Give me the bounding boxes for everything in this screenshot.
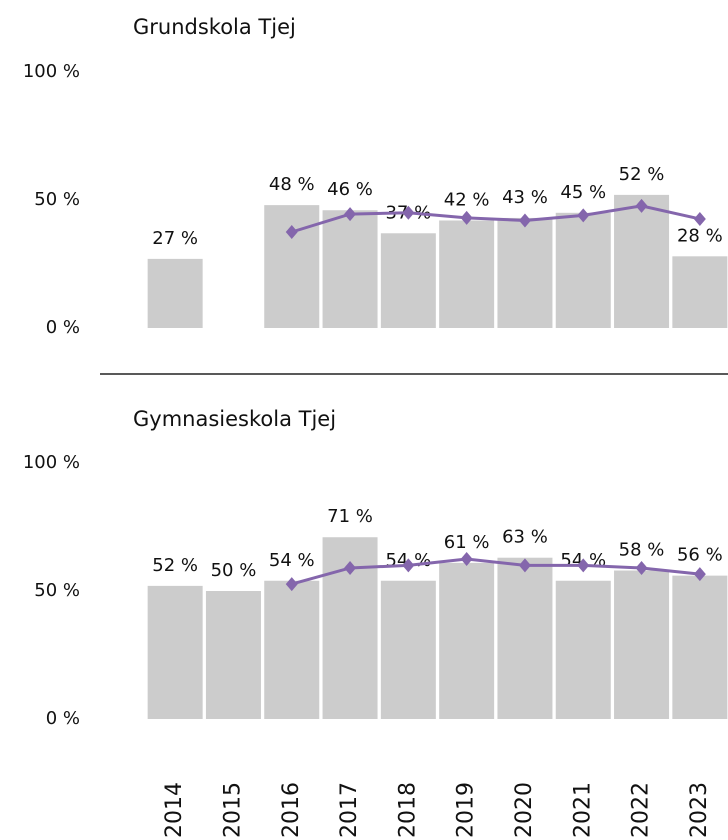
value-label: 42 % (444, 189, 490, 210)
line (291, 204, 701, 234)
x-tick-label: 2016 (279, 782, 304, 838)
y-tick-label: 100 % (23, 452, 80, 473)
x-tick-label: 2018 (395, 782, 420, 838)
y-tick-label: 50 % (34, 189, 80, 210)
bar (672, 575, 728, 719)
bar (380, 580, 436, 719)
marker (518, 213, 531, 228)
bar (147, 258, 203, 328)
bar (264, 205, 320, 328)
marker (635, 198, 648, 213)
value-label: 52 % (152, 555, 198, 576)
value-label: 71 % (327, 506, 373, 527)
bar (555, 212, 611, 328)
y-tick-label: 100 % (23, 61, 80, 82)
bar (439, 562, 495, 719)
value-label: 46 % (327, 179, 373, 200)
marker (460, 552, 473, 566)
y-tick-label: 50 % (34, 580, 80, 601)
marker (577, 558, 590, 573)
bar (497, 217, 553, 328)
value-label: 61 % (444, 532, 490, 553)
value-label: 52 % (619, 164, 665, 185)
x-tick-label: 2021 (570, 782, 595, 838)
value-label: 45 % (560, 182, 606, 203)
marker (285, 225, 298, 239)
bar (672, 256, 728, 328)
bar (555, 580, 611, 719)
value-label: 54 % (269, 550, 315, 571)
x-tick-label: 2022 (629, 782, 654, 838)
bar (205, 591, 261, 719)
value-label: 56 % (677, 545, 723, 566)
marker (285, 577, 298, 592)
bar (614, 570, 670, 719)
value-label: 58 % (619, 540, 665, 561)
x-tick-label: 2019 (454, 782, 479, 838)
bar (322, 210, 378, 328)
bar (380, 233, 436, 328)
bar (439, 220, 495, 328)
bar (497, 557, 553, 719)
value-label: 43 % (502, 187, 548, 208)
marker (635, 560, 648, 575)
value-label: 27 % (152, 228, 198, 249)
marker (344, 560, 357, 575)
x-tick-label: 2017 (337, 782, 362, 838)
chart-title: Grundskola Tjej (133, 15, 296, 39)
marker (460, 210, 473, 225)
y-tick-label: 0 % (46, 317, 80, 338)
x-tick-label: 2014 (162, 782, 187, 838)
x-tick-label: 2023 (687, 782, 712, 838)
marker (344, 207, 357, 222)
bar (147, 585, 203, 719)
marker (577, 208, 590, 223)
x-tick-label: 2015 (220, 782, 245, 838)
value-label: 28 % (677, 225, 723, 246)
chart-title: Gymnasieskola Tjej (133, 407, 336, 431)
x-tick-label: 2020 (512, 782, 537, 838)
y-tick-label: 0 % (46, 708, 80, 729)
bar (614, 194, 670, 328)
value-label: 48 % (269, 174, 315, 195)
bar (264, 580, 320, 719)
value-label: 50 % (211, 560, 257, 581)
marker (693, 211, 706, 226)
marker (693, 567, 706, 582)
marker (518, 558, 531, 573)
marker (402, 558, 415, 573)
marker (402, 205, 415, 220)
line (291, 557, 701, 586)
value-label: 63 % (502, 527, 548, 548)
